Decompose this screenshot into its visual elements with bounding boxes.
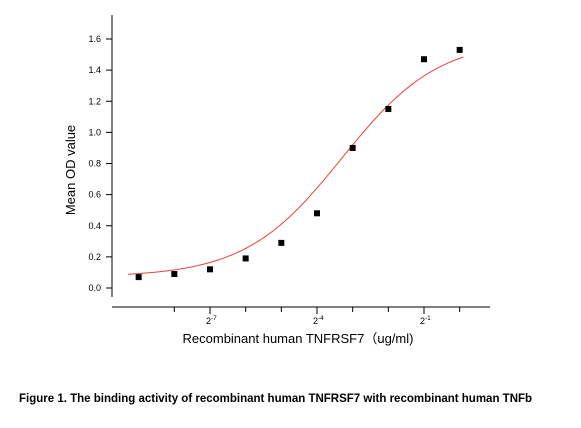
y-tick-label: 0.2 <box>88 252 101 262</box>
y-ticks: 0.0 0.2 0.4 0.6 0.8 1.0 1.2 1.4 1.6 <box>88 34 112 293</box>
data-point <box>135 274 142 281</box>
y-tick-label: 0.4 <box>88 221 101 231</box>
y-tick-label: 1.6 <box>88 34 101 44</box>
y-axis-title: Mean OD value <box>63 125 78 215</box>
y-tick-label: 0.8 <box>88 159 101 169</box>
x-axis-title: Recombinant human TNFRSF7（ug/ml) <box>183 331 414 346</box>
x-tick-label: 2-4 <box>313 315 324 326</box>
y-tick-label: 0.6 <box>88 190 101 200</box>
data-point <box>314 210 320 217</box>
y-tick-label: 0.0 <box>88 283 101 293</box>
fit-curve <box>127 56 464 275</box>
data-point <box>456 46 463 53</box>
x-tick-label: 2-7 <box>206 315 217 326</box>
x-tick-label: 2-1 <box>420 315 431 326</box>
figure-caption: Figure 1. The binding activity of recomb… <box>19 393 533 405</box>
data-points <box>135 46 463 281</box>
y-tick-label: 1.2 <box>88 96 101 106</box>
data-point <box>385 106 392 113</box>
data-point <box>207 266 213 273</box>
data-point <box>171 270 178 277</box>
x-ticks: 2-7 2-4 2-1 <box>173 307 461 326</box>
data-point <box>278 239 285 246</box>
y-tick-label: 1.4 <box>88 65 101 75</box>
data-point <box>349 144 356 151</box>
y-tick-label: 1.0 <box>88 127 101 137</box>
fit-layer <box>127 56 464 275</box>
data-point <box>242 255 249 262</box>
data-point <box>421 56 427 63</box>
